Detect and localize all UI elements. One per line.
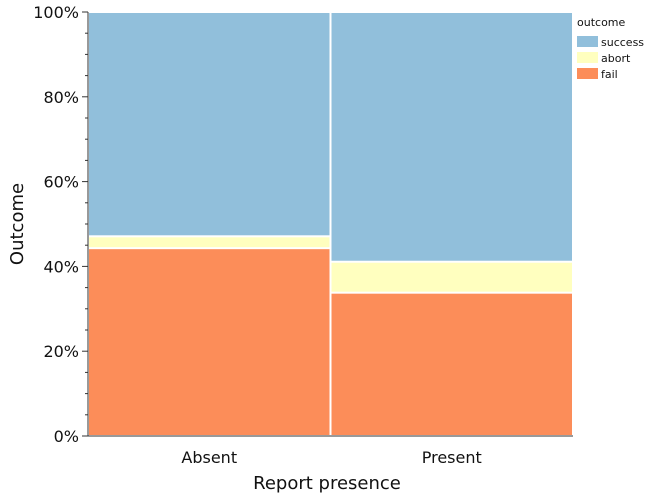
tile-absent-success [89, 13, 330, 236]
x-axis: Absent Present [88, 435, 573, 467]
tile-present-abort [331, 262, 572, 292]
legend-label-abort: abort [601, 52, 631, 65]
legend-label-fail: fail [601, 68, 618, 81]
y-tick-label: 40% [43, 257, 79, 276]
legend-title: outcome [577, 16, 626, 29]
legend-swatch-fail [577, 68, 598, 79]
x-axis-title: Report presence [253, 473, 401, 494]
legend-swatch-success [577, 36, 598, 47]
y-tick-label: 80% [43, 88, 79, 107]
legend: outcome success abort fail [577, 16, 644, 81]
plot-area [88, 12, 573, 436]
x-tick-label-present: Present [422, 448, 482, 467]
y-axis-title: Outcome [7, 183, 28, 265]
y-axis: 0% 20% 40% 60% 80% 100% [33, 3, 89, 446]
y-tick-label: 100% [33, 3, 79, 22]
legend-swatch-abort [577, 52, 598, 63]
y-tick-label: 60% [43, 173, 79, 192]
legend-label-success: success [601, 36, 644, 49]
tile-present-success [331, 13, 572, 261]
y-tick-label: 0% [54, 427, 79, 446]
tile-absent-fail [89, 249, 330, 435]
y-tick-label: 20% [43, 342, 79, 361]
x-tick-label-absent: Absent [181, 448, 237, 467]
tile-present-fail [331, 293, 572, 435]
tile-absent-abort [89, 237, 330, 248]
